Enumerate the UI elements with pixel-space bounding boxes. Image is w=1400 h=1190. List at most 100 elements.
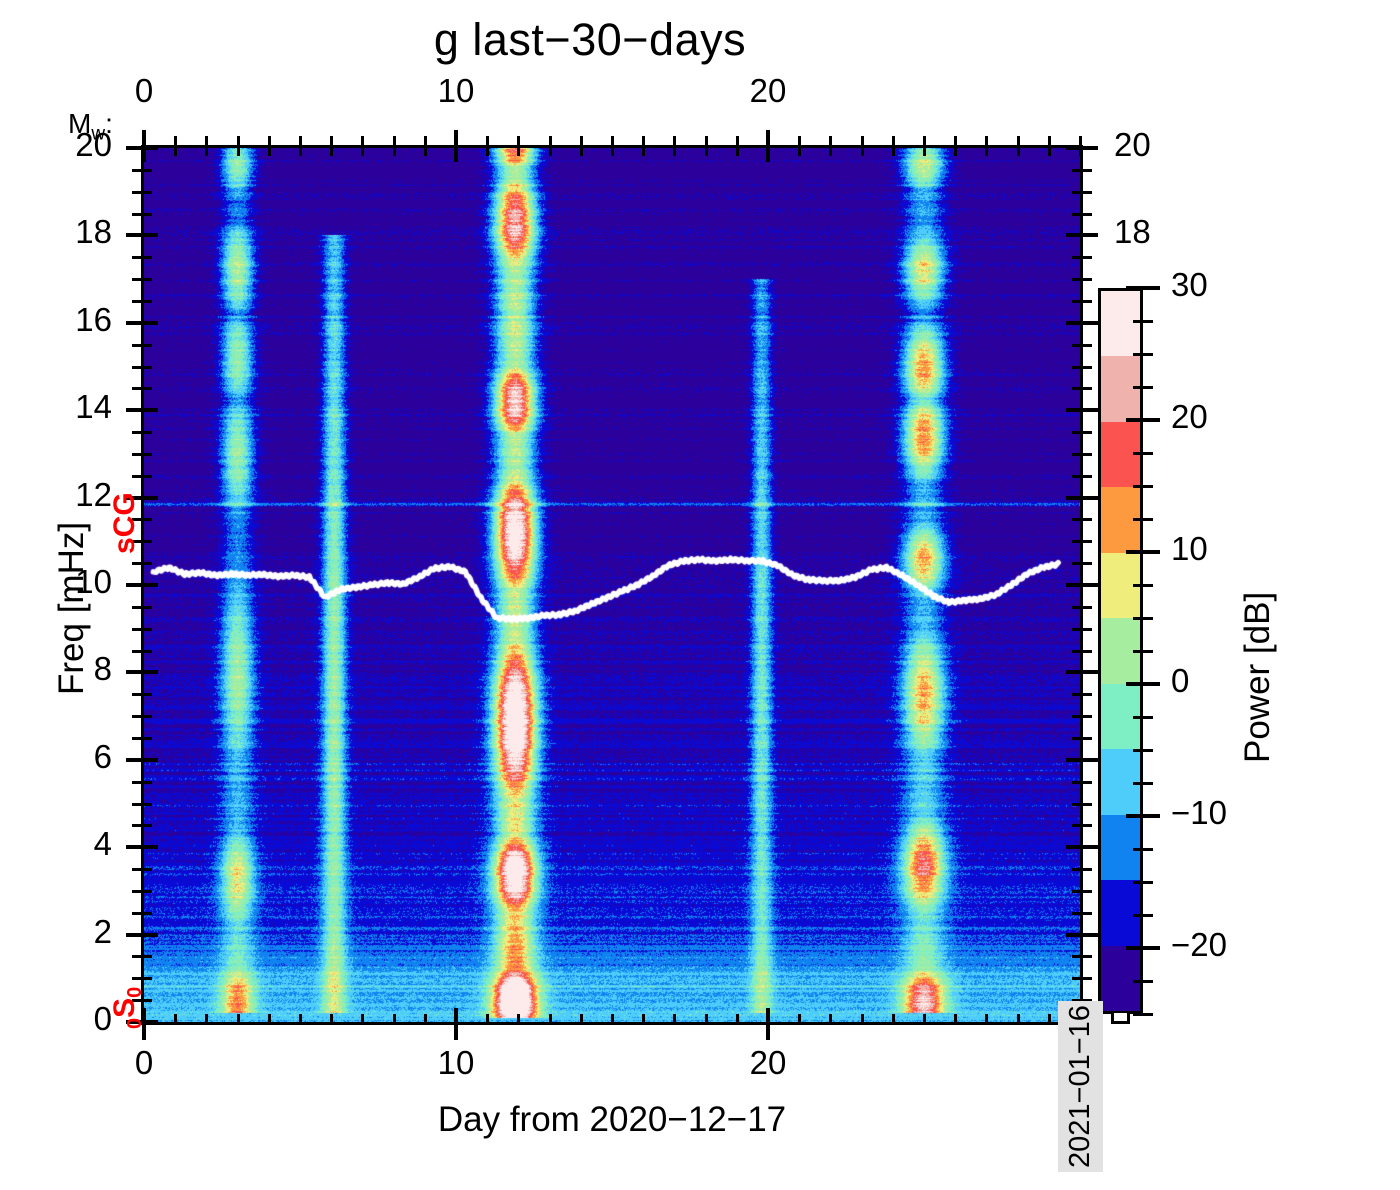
axis-tick <box>142 387 152 390</box>
colorbar-tick <box>1133 617 1143 620</box>
axis-tick <box>132 256 142 259</box>
colorbar-tick <box>1126 418 1143 422</box>
axis-tick <box>299 146 302 156</box>
colorbar-tick-outer <box>1143 914 1153 917</box>
axis-tick <box>393 136 396 146</box>
y-tick-label-6: 6 <box>93 737 112 775</box>
axis-tick <box>1072 715 1082 718</box>
axis-tick <box>1082 453 1092 456</box>
axis-tick <box>454 146 458 162</box>
axis-tick <box>829 136 832 146</box>
axis-tick <box>1082 737 1092 740</box>
axis-tick <box>142 715 152 718</box>
axis-tick <box>1082 977 1092 980</box>
axis-tick <box>142 475 152 478</box>
colorbar-tick <box>1126 550 1143 554</box>
colorbar-tick <box>1133 980 1143 983</box>
colorbar-tick <box>1133 353 1143 356</box>
y-right-tick-label-18: 18 <box>1114 213 1151 251</box>
axis-tick <box>1082 824 1092 827</box>
axis-tick <box>1066 496 1082 500</box>
mode-label-0s0: 0S0 <box>108 986 146 1029</box>
axis-tick <box>1017 146 1020 156</box>
axis-tick <box>517 136 520 146</box>
colorbar-tick-outer <box>1143 650 1153 653</box>
colorbar-tick-outer <box>1143 682 1160 686</box>
y-tick-label-8: 8 <box>93 650 112 688</box>
axis-tick <box>892 146 895 156</box>
axis-tick <box>1066 146 1082 150</box>
y-tick-label-12: 12 <box>75 475 112 513</box>
colorbar-tick <box>1126 682 1143 686</box>
x-top-tick-label-10: 10 <box>437 72 475 109</box>
axis-tick <box>1082 670 1098 674</box>
axis-tick <box>142 606 152 609</box>
axis-tick <box>1082 606 1092 609</box>
colorbar-underflow-nub <box>1111 1013 1130 1024</box>
colorbar-tick <box>1133 914 1143 917</box>
colorbar-tick <box>1133 518 1143 521</box>
axis-tick <box>126 146 142 150</box>
axis-tick <box>1082 999 1092 1002</box>
spectrogram-plot-area[interactable] <box>141 145 1083 1025</box>
axis-tick <box>1072 475 1082 478</box>
axis-tick <box>142 540 152 543</box>
axis-tick <box>1082 213 1092 216</box>
colorbar-band <box>1101 880 1140 946</box>
colorbar-tick-outer <box>1143 814 1160 818</box>
axis-tick <box>174 1014 177 1024</box>
y-axis-title: Freq [mHz] <box>52 521 91 695</box>
axis-tick <box>1072 606 1082 609</box>
axis-tick <box>1079 146 1082 156</box>
spectrogram-image <box>144 148 1080 1022</box>
axis-tick <box>142 1008 146 1024</box>
axis-tick <box>861 146 864 156</box>
axis-tick <box>1072 278 1082 281</box>
axis-tick <box>126 583 142 587</box>
axis-tick <box>393 1014 396 1024</box>
axis-tick <box>268 146 271 156</box>
axis-tick <box>361 136 364 146</box>
axis-tick <box>424 136 427 146</box>
axis-tick <box>132 453 142 456</box>
axis-tick <box>1082 496 1098 500</box>
axis-tick <box>766 130 770 146</box>
axis-tick <box>611 146 614 156</box>
axis-tick <box>923 1014 926 1024</box>
colorbar-tick <box>1133 848 1143 851</box>
axis-tick <box>330 136 333 146</box>
axis-tick <box>1082 628 1092 631</box>
axis-tick <box>1072 256 1082 259</box>
axis-tick <box>1082 300 1092 303</box>
colorbar-tick-outer <box>1143 386 1153 389</box>
y-tick-label-0: 0 <box>93 1000 112 1037</box>
axis-tick <box>1082 803 1092 806</box>
colorbar-band <box>1101 945 1140 1011</box>
x-tick-label-0: 0 <box>134 1044 154 1081</box>
axis-tick <box>132 562 142 565</box>
axis-tick <box>132 999 142 1002</box>
axis-tick <box>1082 758 1098 762</box>
axis-tick <box>1082 191 1092 194</box>
colorbar-tick-label-−10: −10 <box>1171 794 1227 831</box>
axis-tick <box>268 1014 271 1024</box>
axis-tick <box>829 146 832 156</box>
axis-tick <box>1072 518 1082 521</box>
colorbar-tick-outer <box>1143 782 1153 785</box>
axis-tick <box>1082 278 1092 281</box>
axis-tick <box>126 321 142 325</box>
axis-tick <box>424 1014 427 1024</box>
axis-tick <box>142 562 152 565</box>
colorbar-tick-outer <box>1143 584 1153 587</box>
axis-tick <box>132 868 142 871</box>
colorbar-band <box>1101 749 1140 815</box>
axis-tick <box>642 136 645 146</box>
axis-tick <box>126 408 142 412</box>
axis-tick <box>1082 344 1092 347</box>
axis-tick <box>142 781 152 784</box>
axis-tick <box>237 1014 240 1024</box>
axis-tick <box>142 670 158 674</box>
axis-tick <box>142 321 158 325</box>
axis-tick <box>132 824 142 827</box>
colorbar-tick-label-30: 30 <box>1171 266 1208 303</box>
